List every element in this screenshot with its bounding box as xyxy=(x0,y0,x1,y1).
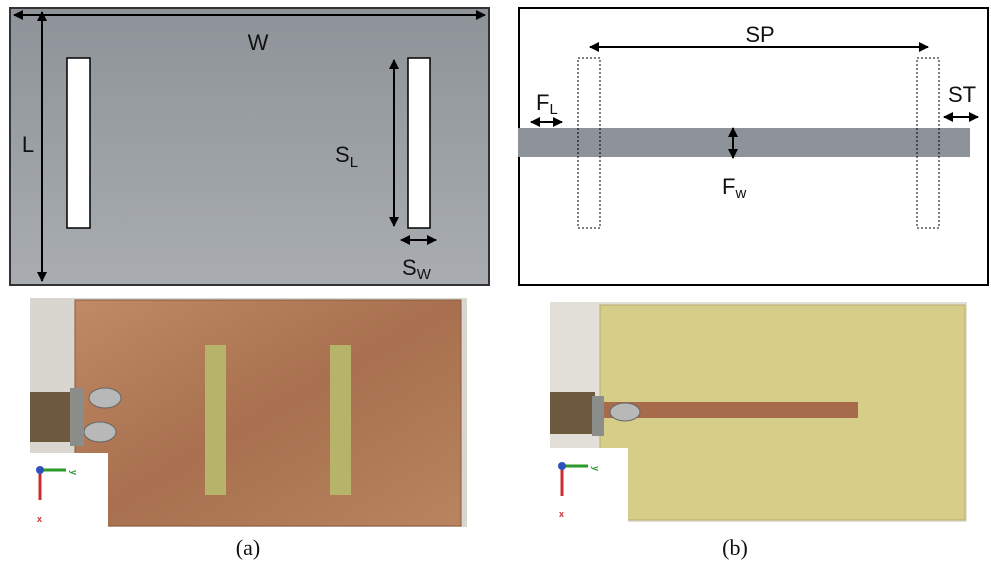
axis-label: x xyxy=(37,514,42,524)
dim-label: L xyxy=(22,132,34,157)
axis-label: x xyxy=(559,509,564,519)
dim-sub: L xyxy=(549,101,557,118)
dim-label: W xyxy=(248,30,269,55)
axis-label: y xyxy=(69,470,79,475)
dim-label: SP xyxy=(745,22,774,47)
dim-label: ST xyxy=(948,82,976,107)
dim-sub: L xyxy=(350,154,358,171)
axis-icon: y x xyxy=(550,448,628,522)
dim-base: S xyxy=(335,142,350,167)
axis-label: y xyxy=(591,466,601,471)
caption: (b) xyxy=(722,535,748,560)
dim-sub: W xyxy=(417,266,432,283)
dim-sub: w xyxy=(734,185,746,202)
panel-b-schematic: SP FL ST Fw xyxy=(518,8,988,285)
dim-base: F xyxy=(722,174,735,199)
caption: (a) xyxy=(236,535,260,560)
dim-base: S xyxy=(402,255,417,280)
dim-base: F xyxy=(536,90,549,115)
figure: W L SL SW SP FL ST Fw y x xyxy=(0,0,991,561)
panel-a-schematic: W L SL SW xyxy=(10,8,489,285)
axis-icon: y x xyxy=(30,453,108,527)
